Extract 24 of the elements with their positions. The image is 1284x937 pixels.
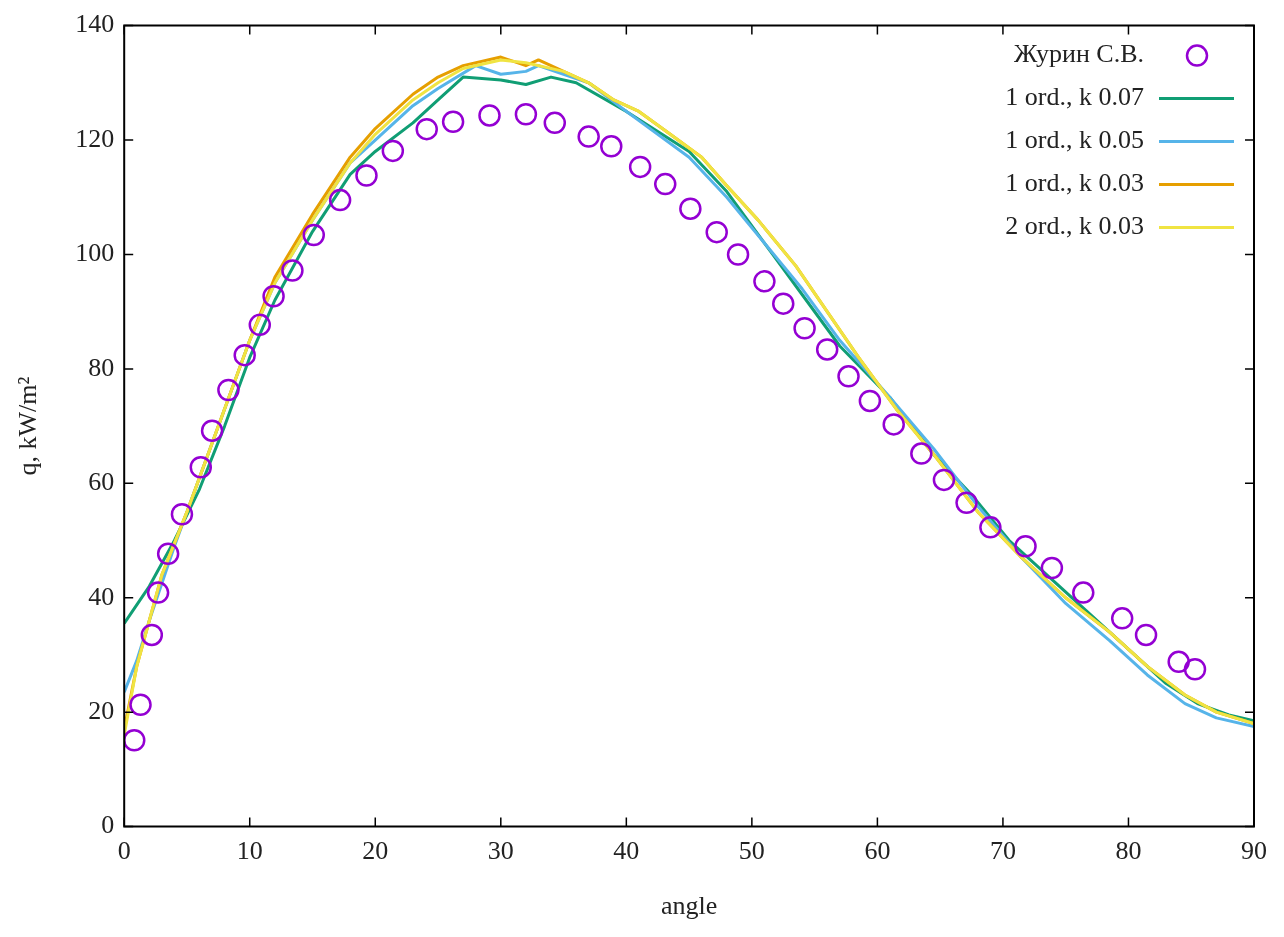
y-tick-label: 20 — [88, 696, 115, 725]
legend-label: 2 ord., k 0.03 — [1005, 211, 1144, 241]
y-tick-label: 140 — [75, 9, 115, 39]
y-tick-label: 80 — [88, 352, 115, 382]
x-tick-label: 50 — [738, 836, 765, 866]
y-tick-label: 120 — [75, 123, 115, 153]
legend-label: Журин С.В. — [1013, 39, 1144, 69]
x-tick-label: 70 — [989, 836, 1016, 866]
x-tick-label: 60 — [864, 836, 891, 866]
x-axis-title: angle — [660, 891, 718, 921]
y-tick-label: 60 — [88, 467, 115, 497]
legend-label: 1 ord., k 0.07 — [1005, 82, 1144, 112]
legend-label: 1 ord., k 0.05 — [1005, 125, 1144, 155]
y-tick-label: 40 — [88, 581, 115, 611]
y-tick-label: 100 — [75, 238, 115, 268]
legend-label: 1 ord., k 0.03 — [1005, 168, 1144, 198]
x-tick-label: 10 — [236, 836, 263, 866]
x-tick-label: 30 — [487, 836, 514, 866]
x-tick-label: 20 — [362, 836, 389, 866]
y-axis-title: q, kW/m² — [13, 376, 43, 476]
x-tick-label: 90 — [1241, 836, 1267, 866]
x-tick-label: 80 — [1115, 836, 1142, 866]
y-tick-label: 0 — [101, 810, 115, 840]
x-tick-label: 40 — [613, 836, 640, 866]
